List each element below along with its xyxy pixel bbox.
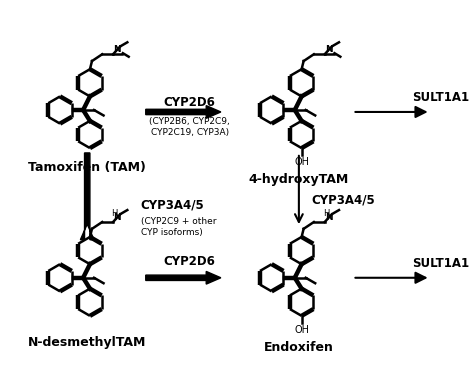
Text: CYP3A4/5: CYP3A4/5 [311, 193, 375, 206]
Text: N: N [113, 45, 121, 55]
Text: N-desmethylTAM: N-desmethylTAM [28, 336, 146, 349]
Text: Tamoxifen (TAM): Tamoxifen (TAM) [28, 161, 146, 174]
Text: CYP2D6: CYP2D6 [164, 96, 216, 109]
Text: OH: OH [294, 157, 309, 167]
Text: N: N [325, 45, 332, 55]
FancyArrow shape [146, 271, 221, 284]
FancyArrow shape [146, 106, 221, 118]
Text: N: N [114, 213, 121, 222]
Text: H: H [111, 209, 118, 218]
Text: (CYP2B6, CYP2C9,
CYP2C19, CYP3A): (CYP2B6, CYP2C9, CYP2C19, CYP3A) [149, 117, 230, 137]
Text: CYP3A4/5: CYP3A4/5 [141, 198, 205, 211]
Text: (CYP2C9 + other
CYP isoforms): (CYP2C9 + other CYP isoforms) [141, 217, 216, 237]
Text: CYP2D6: CYP2D6 [164, 255, 216, 268]
Text: SULT1A1: SULT1A1 [412, 257, 469, 269]
Text: 4-hydroxyTAM: 4-hydroxyTAM [249, 174, 349, 186]
Text: SULT1A1: SULT1A1 [412, 91, 469, 104]
Text: H: H [323, 209, 329, 218]
Text: N: N [325, 213, 333, 222]
Text: OH: OH [294, 325, 309, 335]
Text: Endoxifen: Endoxifen [264, 341, 334, 354]
FancyArrow shape [81, 153, 94, 240]
